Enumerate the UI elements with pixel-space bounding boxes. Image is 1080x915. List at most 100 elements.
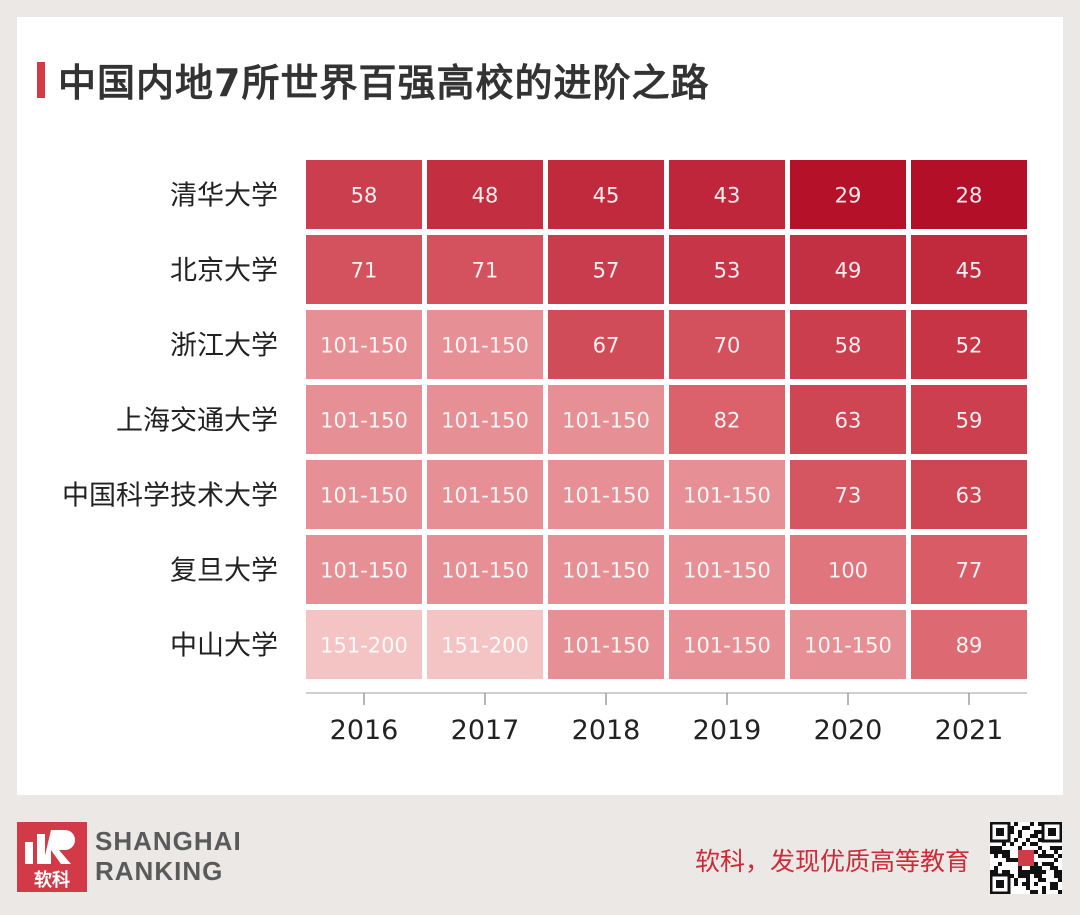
cell-value-label: 28 [956,184,983,208]
x-tick-label: 2016 [330,715,399,746]
heatmap-cell [306,235,422,304]
heatmap-cell [790,385,906,454]
heatmap-cell [548,610,664,679]
row-label: 浙江大学 [170,331,278,362]
row-label: 中山大学 [170,631,278,662]
heatmap-cell [790,535,906,604]
heatmap-cell [790,310,906,379]
cell-value-label: 100 [828,559,868,583]
cell-value-label: 71 [351,259,378,283]
cell-value-label: 101-150 [562,409,650,433]
x-tick-label: 2017 [451,715,520,746]
heatmap-cell [548,310,664,379]
heatmap-cell [306,535,422,604]
cell-value-label: 101-150 [320,484,408,508]
cell-value-label: 101-150 [804,634,892,658]
cell-value-label: 101-150 [562,559,650,583]
x-tick-label: 2018 [572,715,641,746]
cell-value-label: 101-150 [320,559,408,583]
cell-value-label: 70 [714,334,741,358]
heatmap-cell [427,385,543,454]
heatmap-cell [669,160,785,229]
slogan: 软科，发现优质高等教育 [694,847,970,876]
heatmap-cell [911,535,1027,604]
brand-name: SHANGHAI RANKING [95,826,242,886]
heatmap-cell [548,235,664,304]
heatmap-cell [306,385,422,454]
heatmap-cell [911,385,1027,454]
cell-value-label: 151-200 [320,634,408,658]
x-tick-label: 2021 [935,715,1004,746]
cell-value-label: 77 [956,559,983,583]
cell-value-label: 67 [593,334,620,358]
cell-value-label: 101-150 [562,634,650,658]
cell-value-label: 101-150 [562,484,650,508]
heatmap-cell [911,160,1027,229]
heatmap-cell [306,160,422,229]
x-tick-label: 2020 [814,715,883,746]
heatmap-cell [427,535,543,604]
heatmap-cell [790,460,906,529]
cell-value-label: 45 [956,259,983,283]
shanghai-ranking-logo-icon: 软科 [17,822,87,892]
heatmap-cell [306,460,422,529]
cell-value-label: 45 [593,184,620,208]
heatmap-cell [306,610,422,679]
qr-code-icon [990,822,1062,894]
cell-value-label: 89 [956,634,983,658]
heatmap-cell [427,235,543,304]
cell-value-label: 57 [593,259,620,283]
cell-value-label: 151-200 [441,634,529,658]
heatmap-cell [911,235,1027,304]
cell-value-label: 101-150 [441,484,529,508]
cell-value-label: 43 [714,184,741,208]
cell-value-label: 101-150 [683,634,771,658]
row-label: 清华大学 [170,181,278,212]
heatmap-cell [790,235,906,304]
cell-value-label: 101-150 [441,559,529,583]
heatmap-cell [669,385,785,454]
heatmap-cell [427,310,543,379]
cell-value-label: 63 [956,484,983,508]
heatmap-cell [548,535,664,604]
heatmap-cell [790,160,906,229]
cell-value-label: 101-150 [683,484,771,508]
heatmap-cell [427,160,543,229]
heatmap-cell [911,460,1027,529]
heatmap-cell [669,610,785,679]
cell-value-label: 101-150 [441,409,529,433]
heatmap-cell [548,385,664,454]
cell-value-label: 29 [835,184,862,208]
cell-value-label: 101-150 [441,334,529,358]
cell-value-label: 58 [835,334,862,358]
cell-value-label: 73 [835,484,862,508]
cell-value-label: 59 [956,409,983,433]
row-label: 北京大学 [170,256,278,287]
cell-value-label: 101-150 [320,334,408,358]
cell-value-label: 63 [835,409,862,433]
heatmap-cell [911,310,1027,379]
cell-value-label: 101-150 [683,559,771,583]
logo-text: 软科 [34,869,70,891]
heatmap-cell [427,460,543,529]
row-label: 复旦大学 [170,556,278,587]
cell-value-label: 82 [714,409,741,433]
cell-value-label: 53 [714,259,741,283]
heatmap-cell [548,460,664,529]
row-label: 中国科学技术大学 [62,481,278,512]
heatmap-cell [669,235,785,304]
cell-value-label: 52 [956,334,983,358]
heatmap-cell [306,310,422,379]
brand-line1: SHANGHAI [95,826,242,856]
title-accent-bar [37,62,45,98]
heatmap-cell [669,310,785,379]
cell-value-label: 58 [351,184,378,208]
heatmap-cell [790,610,906,679]
heatmap-cell [548,160,664,229]
x-tick-label: 2019 [693,715,762,746]
cell-value-label: 71 [472,259,499,283]
heatmap-cell [669,460,785,529]
heatmap-cell [427,610,543,679]
row-label: 上海交通大学 [116,406,278,437]
